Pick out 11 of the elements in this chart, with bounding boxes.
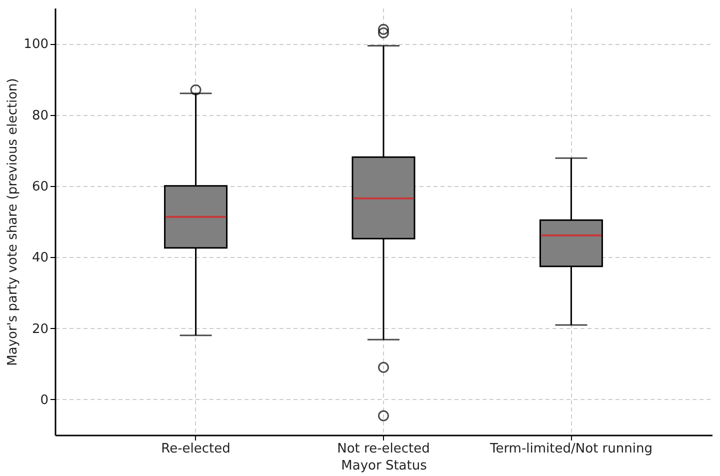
x-tick-label: Not re-elected: [337, 442, 430, 456]
x-tick-label: Term-limited/Not running: [488, 442, 652, 456]
y-tick-label: 60: [32, 179, 48, 194]
x-tick-label: Re-elected: [161, 442, 230, 456]
x-axis-title: Mayor Status: [341, 458, 428, 474]
y-tick-label: 0: [40, 392, 48, 408]
y-axis-title: Mayor's party vote share (previous election): [6, 78, 21, 366]
y-tick-label: 80: [32, 108, 48, 124]
y-tick-label: 20: [32, 322, 48, 337]
y-tick-label: 40: [32, 250, 48, 266]
y-tick-label: 100: [24, 37, 48, 52]
